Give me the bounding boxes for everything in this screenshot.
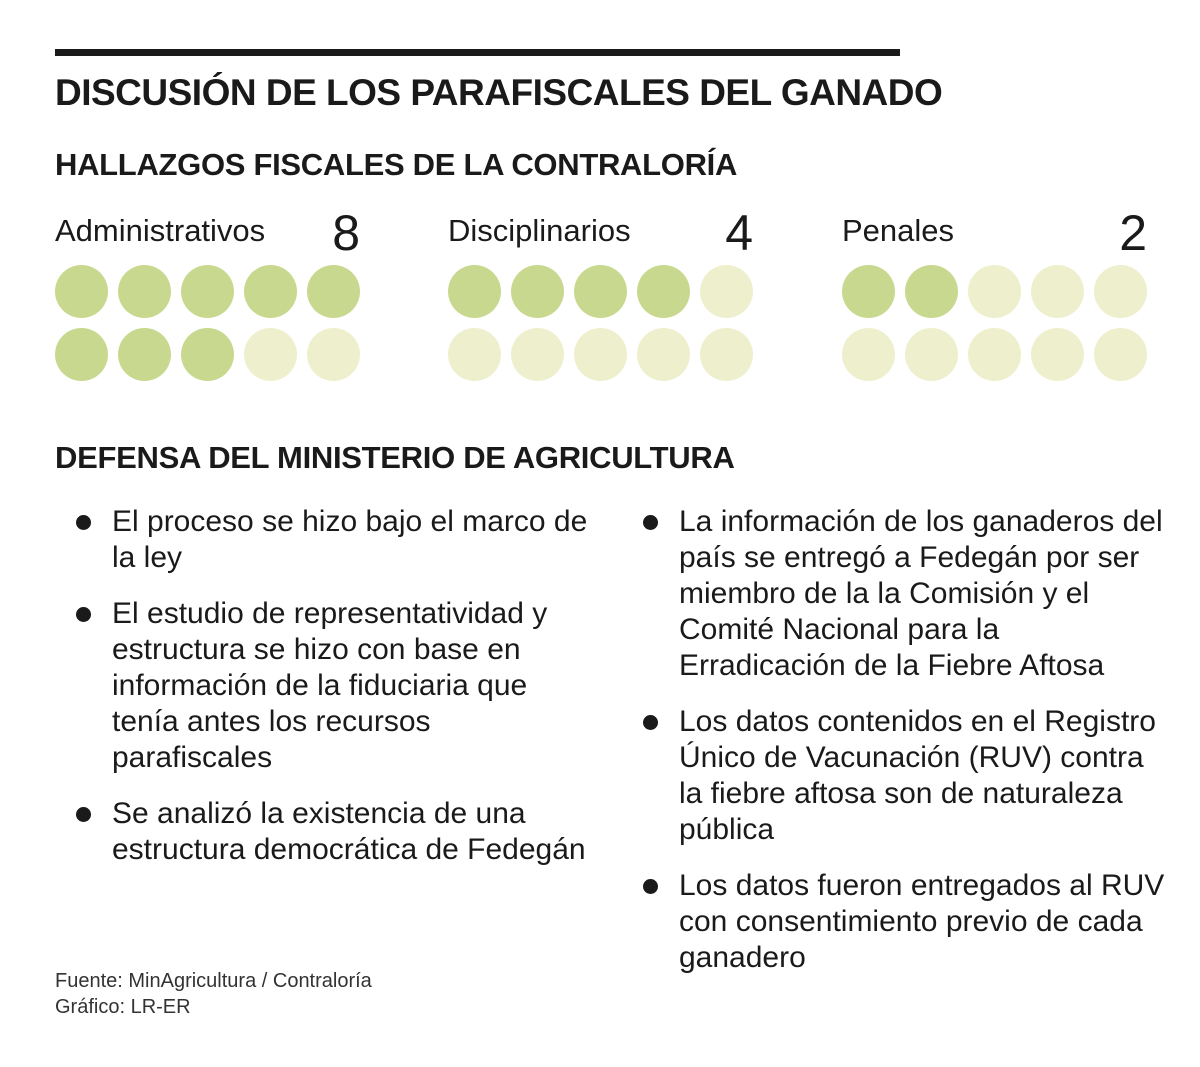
list-item: La información de los ganaderos del país… bbox=[637, 504, 1167, 684]
bullet-list-right: La información de los ganaderos del país… bbox=[637, 504, 1167, 996]
dot-empty bbox=[637, 328, 690, 381]
dot-grid bbox=[55, 265, 360, 381]
section-title-hallazgos: HALLAZGOS FISCALES DE LA CONTRALORÍA bbox=[55, 147, 738, 182]
dot-grid bbox=[842, 265, 1147, 381]
dot-empty bbox=[574, 328, 627, 381]
bullet-list-left: El proceso se hizo bajo el marco de la l… bbox=[70, 504, 590, 888]
dot-filled bbox=[244, 265, 297, 318]
bullet-icon bbox=[76, 515, 91, 530]
source-note: Fuente: MinAgricultura / Contraloría Grá… bbox=[55, 968, 372, 1020]
group-label: Administrativos bbox=[55, 213, 266, 248]
dot-filled bbox=[55, 328, 108, 381]
group-count: 2 bbox=[1119, 205, 1147, 261]
list-item-text: El estudio de representatividad y estruc… bbox=[112, 597, 548, 774]
list-item-text: La información de los ganaderos del país… bbox=[679, 505, 1163, 682]
main-title: DISCUSIÓN DE LOS PARAFISCALES DEL GANADO bbox=[55, 72, 943, 113]
dot-empty bbox=[905, 328, 958, 381]
list-item-text: Los datos contenidos en el Registro Únic… bbox=[679, 705, 1156, 846]
dot-empty bbox=[700, 265, 753, 318]
dot-empty bbox=[448, 328, 501, 381]
group-disciplinarios: Disciplinarios 4 bbox=[448, 205, 753, 385]
list-item: El proceso se hizo bajo el marco de la l… bbox=[70, 504, 590, 576]
dot-filled bbox=[181, 265, 234, 318]
dot-filled bbox=[511, 265, 564, 318]
dot-filled bbox=[574, 265, 627, 318]
dot-filled bbox=[181, 328, 234, 381]
dot-grid bbox=[448, 265, 753, 381]
group-count: 4 bbox=[725, 205, 753, 261]
dot-filled bbox=[118, 328, 171, 381]
list-item: Los datos fueron entregados al RUV con c… bbox=[637, 868, 1167, 976]
group-count: 8 bbox=[332, 205, 360, 261]
source-text: Fuente: MinAgricultura / Contraloría bbox=[55, 970, 372, 992]
list-item-text: Los datos fueron entregados al RUV con c… bbox=[679, 869, 1165, 974]
bullet-icon bbox=[643, 715, 658, 730]
bullet-icon bbox=[76, 607, 91, 622]
dot-filled bbox=[637, 265, 690, 318]
dot-empty bbox=[307, 328, 360, 381]
bullet-icon bbox=[643, 879, 658, 894]
dot-empty bbox=[968, 265, 1021, 318]
dot-filled bbox=[118, 265, 171, 318]
dot-filled bbox=[905, 265, 958, 318]
dot-empty bbox=[1031, 265, 1084, 318]
top-rule bbox=[55, 49, 900, 56]
group-label: Disciplinarios bbox=[448, 213, 631, 248]
list-item: Se analizó la existencia de una estructu… bbox=[70, 796, 590, 868]
section-title-defensa: DEFENSA DEL MINISTERIO DE AGRICULTURA bbox=[55, 440, 735, 475]
bullet-icon bbox=[76, 807, 91, 822]
group-label: Penales bbox=[842, 213, 955, 248]
dot-filled bbox=[55, 265, 108, 318]
list-item-text: Se analizó la existencia de una estructu… bbox=[112, 797, 586, 866]
list-item: Los datos contenidos en el Registro Únic… bbox=[637, 704, 1167, 848]
list-item-text: El proceso se hizo bajo el marco de la l… bbox=[112, 505, 588, 574]
list-item: El estudio de representatividad y estruc… bbox=[70, 596, 590, 776]
dot-empty bbox=[1031, 328, 1084, 381]
group-administrativos: Administrativos 8 bbox=[55, 205, 360, 385]
dot-filled bbox=[448, 265, 501, 318]
credit-text: Gráfico: LR-ER bbox=[55, 996, 191, 1018]
dot-filled bbox=[842, 265, 895, 318]
bullet-icon bbox=[643, 515, 658, 530]
dot-empty bbox=[968, 328, 1021, 381]
dot-empty bbox=[700, 328, 753, 381]
dot-empty bbox=[244, 328, 297, 381]
group-penales: Penales 2 bbox=[842, 205, 1147, 385]
dot-filled bbox=[307, 265, 360, 318]
dot-empty bbox=[842, 328, 895, 381]
dot-empty bbox=[1094, 328, 1147, 381]
dot-empty bbox=[511, 328, 564, 381]
dot-empty bbox=[1094, 265, 1147, 318]
